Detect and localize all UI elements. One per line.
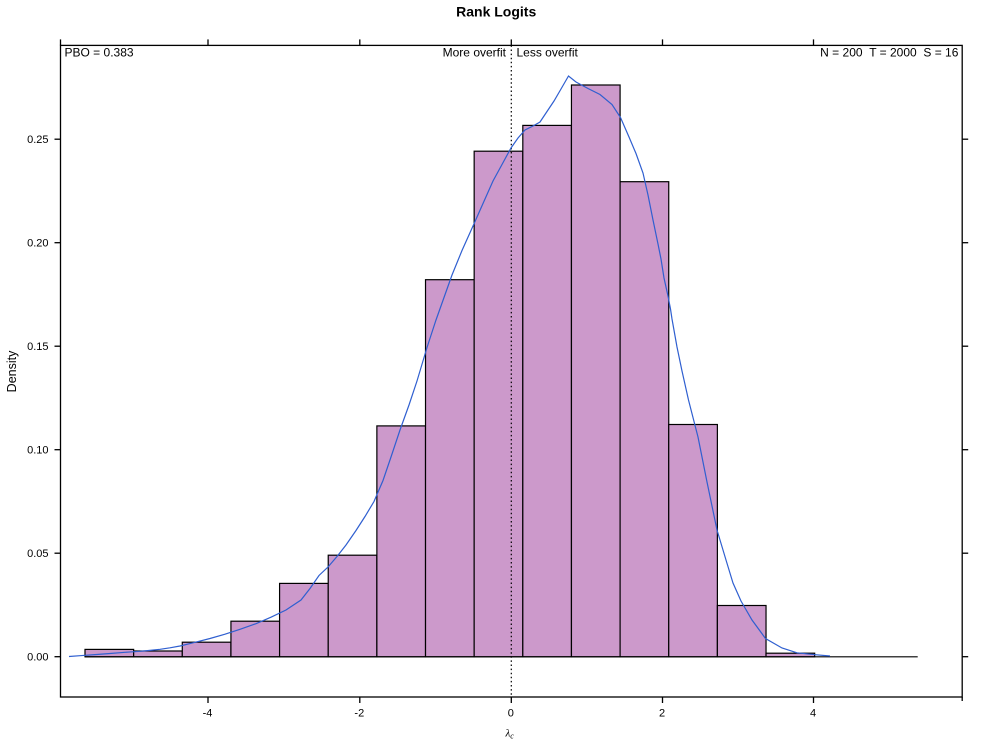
svg-text:0: 0 bbox=[508, 708, 514, 720]
svg-text:2: 2 bbox=[659, 708, 665, 720]
svg-text:N = 200 T = 2000 S = 16: N = 200 T = 2000 S = 16 bbox=[820, 46, 959, 60]
svg-text:Less overfit: Less overfit bbox=[517, 46, 579, 60]
svg-text:-2: -2 bbox=[354, 708, 364, 720]
svg-text:0.00: 0.00 bbox=[27, 652, 48, 664]
svg-text:0.05: 0.05 bbox=[27, 548, 48, 560]
svg-text:More overfit: More overfit bbox=[443, 46, 507, 60]
svg-text:0.10: 0.10 bbox=[27, 445, 48, 457]
svg-text:PBO = 0.383: PBO = 0.383 bbox=[65, 46, 134, 60]
svg-text:Rank Logits: Rank Logits bbox=[456, 3, 536, 19]
svg-text:0.20: 0.20 bbox=[27, 238, 48, 250]
svg-text:4: 4 bbox=[810, 708, 816, 720]
svg-text:λc: λc bbox=[505, 728, 515, 741]
svg-text:-4: -4 bbox=[203, 708, 213, 720]
svg-text:0.25: 0.25 bbox=[27, 134, 48, 146]
svg-text:0.15: 0.15 bbox=[27, 341, 48, 353]
svg-text:Density: Density bbox=[5, 350, 19, 392]
